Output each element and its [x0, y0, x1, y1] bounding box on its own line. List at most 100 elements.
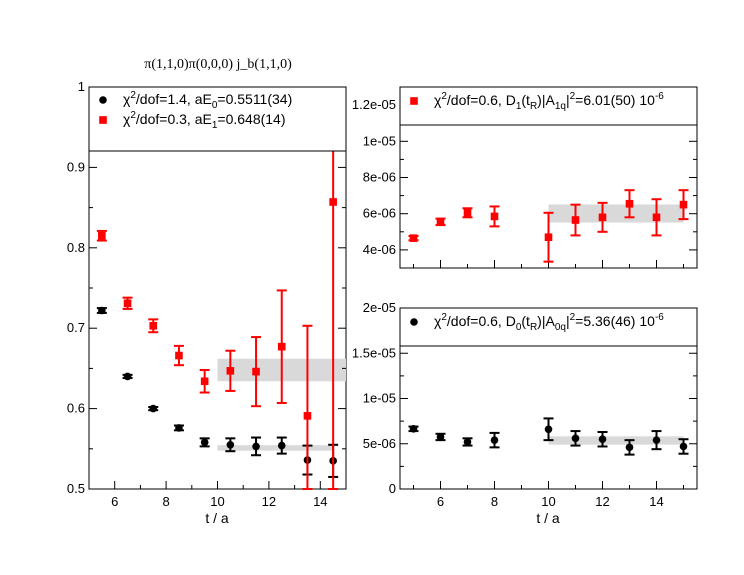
bottom-right-xlabel: t / a — [536, 510, 560, 526]
data-point — [122, 372, 133, 381]
legend-text-part: -6 — [655, 91, 664, 102]
marker-square — [226, 367, 235, 375]
x-tick-label: 12 — [595, 494, 609, 509]
x-tick-label: 14 — [649, 494, 663, 509]
y-tick-label: 1.2e-05 — [352, 97, 396, 112]
marker-circle — [436, 433, 445, 441]
legend-text-part: 2 — [130, 90, 136, 101]
y-tick-label: 1e-05 — [363, 391, 396, 406]
top-right-legend: χ2/dof=0.6, D1(tR)|A1q|2=6.01(50) 10-6 — [399, 86, 698, 126]
left-panel: 6 8 10 12 140.50.60.70.80.91 t / a χ2/dof=1.… — [67, 79, 347, 526]
data-point — [489, 431, 500, 449]
data-point — [328, 87, 339, 490]
marker-circle — [652, 436, 661, 444]
fit-band — [548, 436, 684, 445]
marker-circle — [123, 372, 132, 381]
y-tick-label: 4e-06 — [363, 242, 396, 257]
marker-square — [436, 218, 445, 226]
legend-text-part: 2 — [441, 312, 447, 323]
legend-marker — [99, 116, 107, 124]
y-tick-label: 1 — [78, 79, 85, 94]
legend-text-part: /dof=0.6, D — [447, 313, 516, 329]
data-point — [651, 198, 662, 237]
data-point — [462, 437, 473, 447]
marker-square — [200, 377, 209, 386]
y-tick-label: 0.8 — [67, 240, 85, 255]
legend-text-part: 0q — [555, 322, 566, 333]
legend-text-part: χ — [434, 92, 442, 108]
legend-box — [399, 307, 698, 347]
marker-circle — [277, 441, 286, 450]
marker-square — [303, 412, 312, 420]
fit-band — [548, 204, 684, 223]
legend-text-part: (t — [521, 92, 530, 108]
legend-entry: χ2/dof=1.4, aE0=0.5511(34) — [123, 90, 292, 111]
x-tick-label: 6 — [111, 494, 118, 509]
legend-text-part: | — [566, 313, 570, 329]
legend-text-part: 2 — [130, 110, 136, 121]
x-tick-label: 8 — [491, 494, 498, 509]
data-point — [678, 189, 689, 221]
marker-square — [679, 200, 688, 209]
marker-circle — [598, 435, 607, 444]
legend-text-part: /dof=0.3, aE — [136, 111, 212, 127]
legend-marker — [410, 318, 418, 326]
legend-text-part: 2 — [570, 312, 576, 323]
data-point — [276, 289, 287, 404]
bottom-right-legend: χ2/dof=0.6, D0(tR)|A0q|2=5.36(46) 10-6 — [399, 307, 698, 347]
marker-square — [571, 216, 580, 224]
legend-text-part: χ — [123, 111, 131, 127]
marker-circle — [252, 442, 260, 451]
data-point — [408, 425, 419, 433]
legend-text-part: χ — [434, 313, 442, 329]
legend-text-part: /dof=0.6, D — [447, 92, 516, 108]
legend-entry: χ2/dof=0.6, D1(tR)|A1q|2=6.01(50) 10-6 — [434, 91, 664, 112]
marker-circle — [98, 306, 106, 315]
data-point — [302, 324, 313, 490]
marker-square — [329, 198, 337, 206]
data-point — [122, 296, 133, 310]
legend-text-part: =0.648(14) — [217, 111, 285, 127]
data-point — [624, 189, 635, 219]
y-tick-label: 0.7 — [67, 320, 85, 335]
data-point — [435, 432, 446, 442]
legend-text-part: 0 — [212, 100, 218, 111]
legend-box — [399, 86, 698, 126]
data-point — [173, 344, 184, 367]
marker-circle — [149, 404, 158, 413]
marker-square — [98, 231, 106, 240]
data-point — [96, 229, 107, 242]
data-point — [148, 404, 159, 413]
bottom-right-axis-ticks: 6 8 10 12 14 0 5e-06 1e-05 1.5e-05 2e-05 — [352, 300, 697, 509]
legend-text-part: 0 — [516, 322, 522, 333]
y-tick-label: 2e-05 — [363, 300, 396, 315]
legend-entry: χ2/dof=0.6, D0(tR)|A0q|2=5.36(46) 10-6 — [434, 312, 664, 333]
data-point — [570, 430, 581, 447]
x-tick-label: 6 — [437, 494, 444, 509]
bottom-right-data-marks — [408, 417, 689, 456]
legend-text-part: /dof=1.4, aE — [136, 91, 212, 107]
data-point — [148, 318, 159, 334]
left-data-marks — [96, 87, 339, 490]
marker-square — [544, 233, 553, 242]
marker-circle — [679, 442, 688, 451]
legend-text-part: χ — [123, 91, 131, 107]
y-tick-label: 0.6 — [67, 401, 85, 416]
marker-square — [277, 342, 286, 351]
marker-square — [252, 367, 260, 376]
top-right-axis-ticks: 4e-06 6e-06 8e-06 1e-05 1.2e-05 — [352, 87, 697, 268]
x-tick-label: 14 — [313, 494, 327, 509]
data-point — [543, 211, 554, 263]
marker-square — [652, 213, 661, 222]
legend-text-part: (t — [521, 313, 530, 329]
data-point — [543, 417, 554, 442]
top-right-data-marks — [408, 189, 689, 263]
legend-text-part: | — [566, 92, 570, 108]
legend-text-part: =5.36(46) 10 — [575, 313, 655, 329]
data-point — [597, 430, 608, 448]
marker-circle — [544, 425, 553, 434]
x-tick-label: 12 — [262, 494, 276, 509]
legend-text-part: R — [530, 101, 537, 112]
legend-text-part: )|A — [537, 313, 555, 329]
